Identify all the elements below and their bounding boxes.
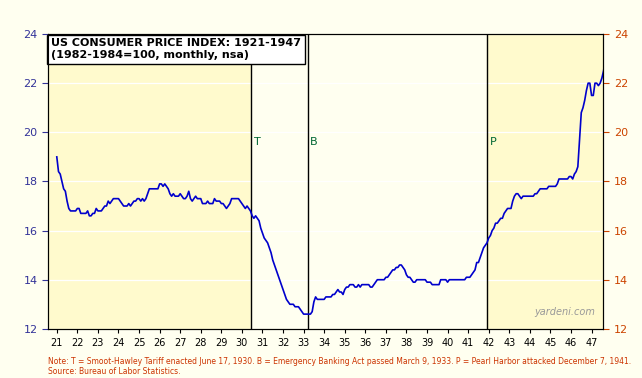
Bar (252, 34, 308, 329)
Text: T: T (254, 136, 261, 147)
Text: B: B (310, 136, 318, 147)
Text: yardeni.com: yardeni.com (534, 307, 595, 317)
Text: Note: T = Smoot-Hawley Tariff enacted June 17, 1930. B = Emergency Banking Act p: Note: T = Smoot-Hawley Tariff enacted Ju… (48, 357, 631, 376)
Bar (487, 34, 603, 329)
Text: US CONSUMER PRICE INDEX: 1921-1947
(1982-1984=100, monthly, nsa): US CONSUMER PRICE INDEX: 1921-1947 (1982… (51, 39, 301, 60)
Bar (48, 34, 252, 329)
Text: P: P (490, 136, 496, 147)
Bar (308, 34, 487, 329)
